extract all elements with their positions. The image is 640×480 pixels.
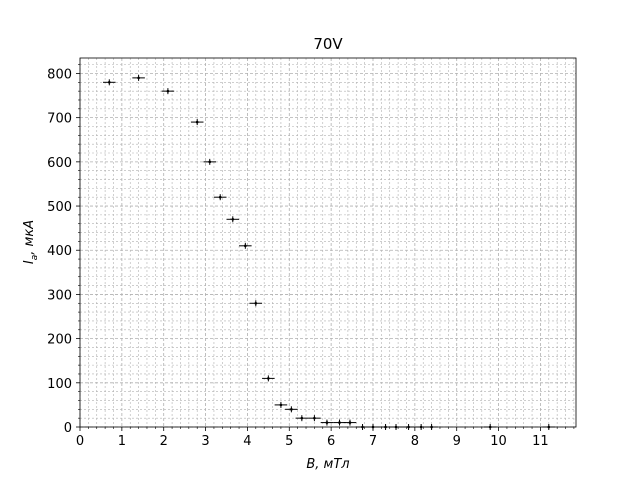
- point-marker: [218, 195, 222, 199]
- point-marker: [231, 217, 235, 221]
- x-tick-label: 11: [532, 434, 549, 449]
- point-marker: [166, 89, 170, 93]
- data-point: [161, 88, 175, 95]
- x-tick-label: 10: [490, 434, 507, 449]
- chart-title: 70V: [313, 35, 343, 53]
- data-point: [249, 300, 263, 307]
- data-point: [103, 79, 116, 86]
- x-tick-label: 8: [411, 434, 419, 449]
- data-point: [285, 406, 298, 413]
- y-tick-label: 700: [47, 112, 72, 127]
- point-marker: [244, 244, 247, 248]
- x-axis-label: B, мТл: [306, 457, 349, 472]
- y-tick-label: 500: [47, 200, 72, 215]
- data-point: [308, 415, 321, 422]
- point-marker: [254, 301, 258, 305]
- data-point: [295, 415, 309, 422]
- point-marker: [195, 120, 199, 124]
- data-point: [262, 375, 275, 382]
- x-tick-label: 3: [201, 434, 209, 449]
- data-point: [343, 419, 357, 426]
- point-marker: [279, 403, 283, 407]
- point-marker: [313, 416, 316, 420]
- x-tick-label: 9: [453, 434, 461, 449]
- y-axis-label: Ia, мкА: [22, 220, 40, 264]
- point-marker: [208, 160, 212, 164]
- data-point: [132, 74, 145, 81]
- grid: [79, 58, 576, 428]
- point-marker: [300, 416, 304, 420]
- data-point: [226, 216, 240, 223]
- axis-ticks: 0 1 2 3 4 5 6 7 8 9 10 11 0 100 200 300 400 500 600 700 800: [47, 64, 575, 449]
- point-marker: [348, 421, 352, 424]
- y-tick-label: 600: [47, 156, 72, 171]
- x-tick-label: 4: [243, 434, 251, 449]
- data-point: [239, 242, 252, 249]
- y-tick-label: 800: [47, 67, 72, 82]
- y-tick-label: 200: [47, 333, 72, 348]
- y-tick-label: 0: [64, 421, 72, 436]
- point-marker: [290, 408, 293, 411]
- y-tick-label: 400: [47, 244, 72, 259]
- y-tick-label: 100: [47, 377, 72, 392]
- x-tick-label: 0: [76, 434, 84, 449]
- x-tick-label: 5: [285, 434, 293, 449]
- point-marker: [267, 377, 270, 380]
- data-point: [203, 158, 217, 165]
- point-marker: [338, 421, 341, 424]
- plot-frame: [79, 57, 577, 428]
- point-marker: [137, 76, 140, 80]
- data-point: [320, 419, 334, 426]
- data-points: [103, 74, 556, 430]
- x-tick-label: 2: [160, 434, 168, 449]
- point-marker: [325, 421, 329, 424]
- data-point: [190, 119, 204, 126]
- y-tick-label: 300: [47, 288, 72, 303]
- data-point: [274, 401, 288, 408]
- x-tick-label: 1: [118, 434, 126, 449]
- data-point: [213, 194, 227, 201]
- point-marker: [107, 81, 111, 84]
- x-tick-label: 6: [327, 434, 335, 449]
- x-tick-label: 7: [369, 434, 377, 449]
